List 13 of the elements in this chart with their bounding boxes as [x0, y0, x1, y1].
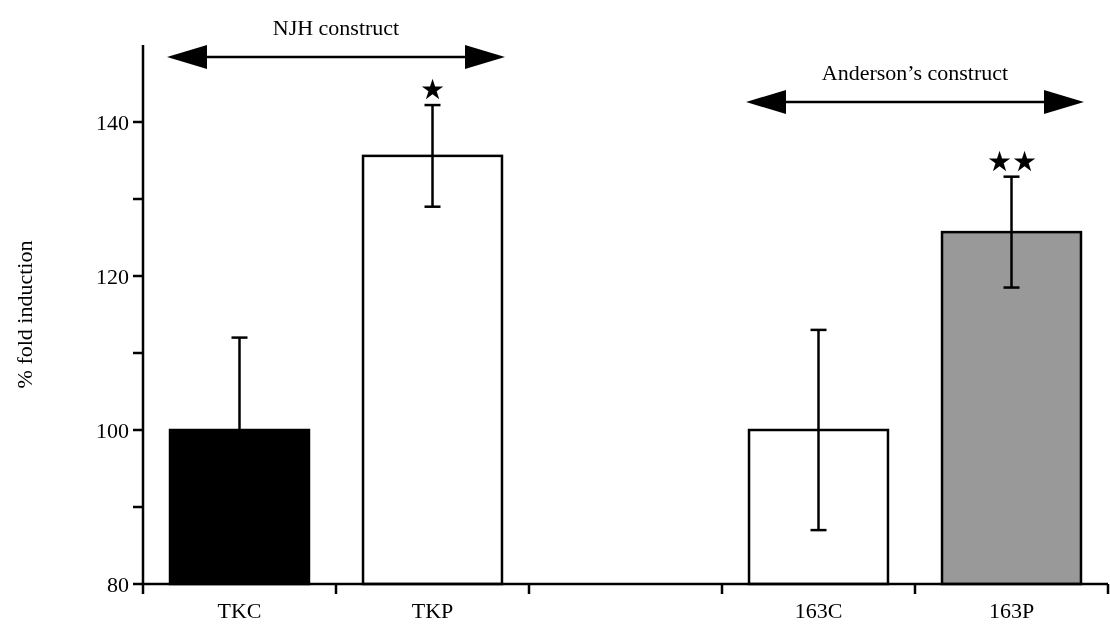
x-tick-label: 163C — [794, 598, 843, 623]
y-tick-label: 80 — [107, 571, 129, 597]
y-tick-label: 100 — [96, 417, 129, 443]
x-tick-label: TKC — [217, 598, 262, 623]
x-tick-label: TKP — [411, 598, 454, 623]
annotation: ★★ — [986, 145, 1037, 177]
annotation: Anderson’s construct — [821, 60, 1009, 85]
y-axis-title: % fold induction — [12, 240, 37, 389]
annotation: ★ — [420, 74, 445, 106]
text: NJH construct — [272, 15, 400, 40]
x-tick-label: 163P — [988, 598, 1035, 623]
y-tick-label: 140 — [96, 109, 129, 135]
y-tick-label: 120 — [96, 263, 129, 289]
